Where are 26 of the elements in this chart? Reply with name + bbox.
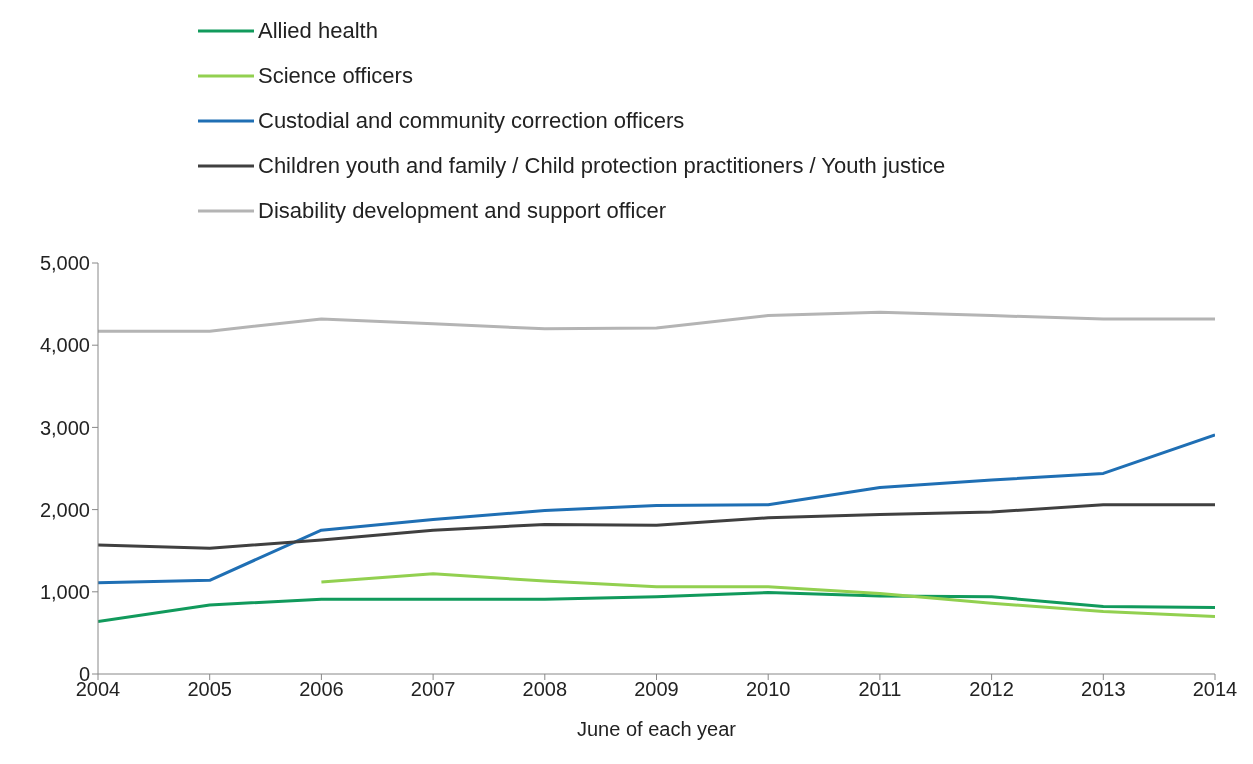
legend-label: Science officers [258,62,413,89]
x-tick-label: 2012 [969,678,1014,701]
x-tick-label: 2006 [299,678,344,701]
line-series [98,591,1215,623]
y-tick-label: 4,000 [39,334,90,357]
legend-label: Disability development and support officer [258,197,667,224]
x-tick-label: 2008 [522,678,568,701]
legend-label: Allied health [258,17,378,44]
x-tick-label: 2014 [1192,678,1238,701]
line-series [319,572,1215,618]
legend-label: Children youth and family / Child protection practitioners / Youth justice [258,152,946,179]
legend-label: Custodial and community correction officers [258,107,685,134]
x-tick-label: 2007 [410,678,456,701]
x-axis-title: June of each year [577,718,737,740]
y-tick-label: 1,000 [39,580,90,603]
line-series [98,503,1215,550]
x-tick-label: 2009 [634,678,679,701]
line-series [98,310,1215,333]
y-tick-label: 3,000 [39,416,90,439]
y-tick-label: 5,000 [39,252,90,275]
x-tick-label: 2010 [745,678,791,701]
x-tick-label: 2013 [1081,678,1126,701]
x-tick-label: 2005 [187,678,232,701]
line-series [98,433,1215,585]
x-tick-label: 2011 [858,678,902,701]
y-tick-label: 2,000 [39,498,90,521]
